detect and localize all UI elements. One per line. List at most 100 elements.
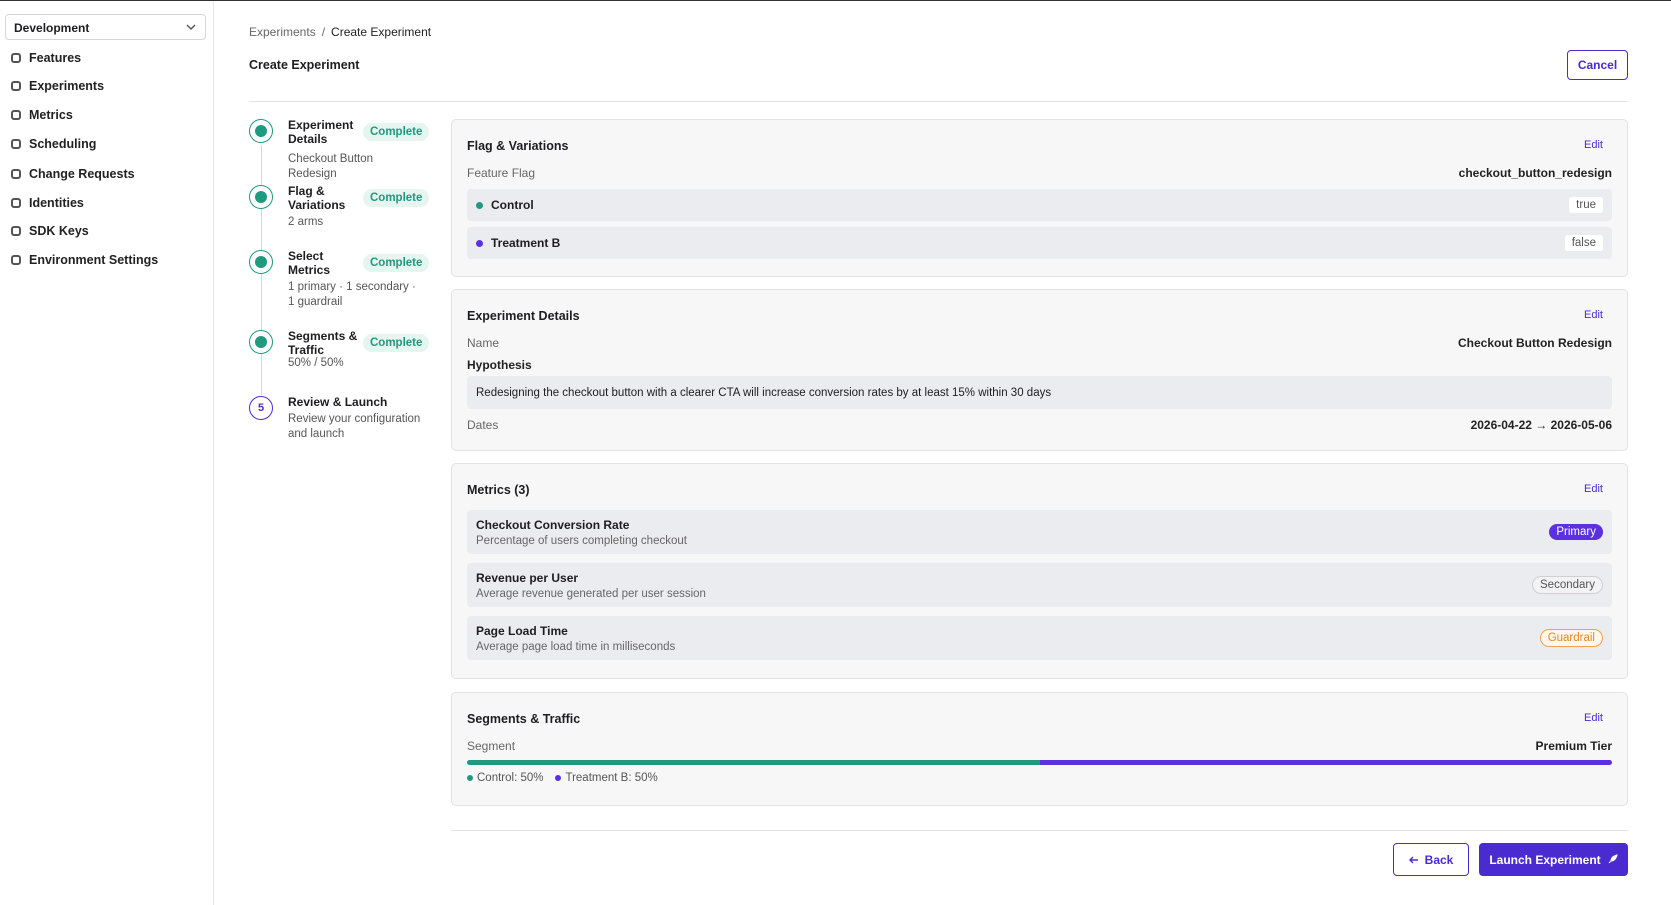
- field-label: Segment: [467, 739, 516, 753]
- back-button[interactable]: Back: [1393, 843, 1469, 876]
- step-circle: 5: [249, 396, 273, 420]
- hypothesis: Redesigning the checkout button with a c…: [476, 386, 1052, 399]
- variation-row: Control true: [467, 189, 1612, 221]
- nav-item[interactable]: Experiments: [11, 79, 104, 93]
- metric-row: Checkout Conversion Rate Percentage of us…: [467, 510, 1612, 554]
- launch-button[interactable]: Launch Experiment: [1479, 843, 1628, 876]
- rocket-icon: [1608, 854, 1618, 864]
- field: Hypothesis: [467, 358, 1612, 372]
- metric-role: Secondary: [1532, 576, 1603, 594]
- step-title: Review & Launch: [288, 395, 388, 409]
- step-status: Complete: [363, 123, 430, 141]
- step-detail: 1 primary · 1 secondary · 1 guardrail: [288, 281, 416, 308]
- edit-link[interactable]: Edit: [1584, 309, 1603, 321]
- nav-label: Experiments: [29, 79, 105, 93]
- nav-label: Identities: [29, 196, 84, 210]
- field-label: Dates: [467, 418, 499, 432]
- traffic-legend: Control: 50% Treatment B: 50%: [467, 772, 1612, 784]
- field-label: Feature Flag: [467, 166, 536, 180]
- breadcrumb: Experiments / Create Experiment: [249, 25, 437, 39]
- variation-dot: [476, 239, 483, 247]
- environment-name: Development: [14, 21, 90, 35]
- check-icon: [255, 191, 267, 203]
- nav-item[interactable]: Change Requests: [11, 167, 135, 181]
- field-value: checkout_button_redesign: [1458, 166, 1612, 180]
- variation-value: false: [1564, 235, 1603, 251]
- legend-dot: [555, 775, 562, 781]
- variation: Control: [476, 198, 534, 212]
- panel-header: Flag & Variations Edit: [467, 139, 1612, 153]
- breadcrumb-separator: /: [321, 25, 326, 39]
- metric-description: Average revenue generated per user sessi…: [476, 587, 706, 600]
- variation-name: Treatment B: [491, 236, 561, 250]
- sidebar: Development Features Experiments Metrics Sc…: [0, 1, 214, 905]
- divider: [451, 830, 1628, 831]
- cancel-button[interactable]: Cancel: [1567, 50, 1628, 80]
- environment-select[interactable]: Development: [5, 14, 206, 40]
- variation: Treatment B: [476, 236, 560, 250]
- field: Name Checkout Button Redesign: [467, 336, 1612, 350]
- metric-name: Page Load Time: [476, 623, 568, 638]
- nav-item[interactable]: Features: [11, 51, 81, 65]
- step-circle: [249, 185, 273, 209]
- nav-label: Environment Settings: [29, 253, 159, 267]
- divider: [249, 101, 1628, 102]
- step-title: Experiment Details: [288, 118, 354, 146]
- button-label: Launch Experiment: [1489, 852, 1601, 867]
- nav-item[interactable]: SDK Keys: [11, 224, 89, 238]
- nav-item[interactable]: Scheduling: [11, 137, 96, 151]
- metric-role: Primary: [1549, 524, 1603, 540]
- nav-icon: [11, 169, 21, 179]
- nav-icon: [11, 198, 21, 208]
- nav-label: Change Requests: [29, 167, 135, 181]
- button-label: Back: [1424, 852, 1454, 867]
- nav-item[interactable]: Identities: [11, 196, 84, 210]
- metric-description: Average page load time in milliseconds: [476, 640, 676, 653]
- edit-link[interactable]: Edit: [1584, 139, 1603, 151]
- metric-role: Guardrail: [1539, 629, 1603, 647]
- nav-item[interactable]: Environment Settings: [11, 253, 158, 267]
- breadcrumb-link[interactable]: Experiments: [249, 25, 316, 39]
- step-status: Complete: [363, 254, 430, 272]
- legend-dot: [467, 775, 473, 781]
- nav-icon: [11, 255, 21, 265]
- panel-title: Flag & Variations: [467, 139, 569, 153]
- check-icon: [255, 125, 267, 137]
- panel-header: Experiment Details Edit: [467, 309, 1612, 323]
- step-detail: 50% / 50%: [288, 357, 344, 369]
- nav-label: SDK Keys: [29, 224, 89, 238]
- metrics-panel: Metrics (3) Edit Checkout Conversion Rate…: [451, 463, 1628, 679]
- panel-title: Experiment Details: [467, 309, 580, 323]
- check-icon: [255, 336, 267, 348]
- step-status: Complete: [363, 189, 430, 207]
- nav-item[interactable]: Metrics: [11, 108, 73, 122]
- edit-link[interactable]: Edit: [1584, 712, 1603, 724]
- step-detail: 2 arms: [288, 216, 324, 228]
- step-circle: [249, 250, 273, 274]
- field: Segment Premium Tier: [467, 739, 1612, 753]
- flag-panel: Flag & Variations Edit Feature Flag checko…: [451, 119, 1628, 277]
- variation-value: true: [1569, 197, 1603, 213]
- top-border: [0, 0, 1671, 1]
- field-label: Name: [467, 336, 500, 350]
- nav-label: Features: [29, 51, 82, 65]
- metric-row: Page Load Time Average page load time in …: [467, 616, 1612, 660]
- panel-header: Metrics (3) Edit: [467, 483, 1612, 497]
- legend-item: Control: 50%: [467, 772, 543, 784]
- step-detail: Review your configuration and launch: [288, 413, 421, 440]
- nav-label: Scheduling: [29, 137, 97, 151]
- metric-text: Checkout Conversion Rate Percentage of us…: [476, 518, 687, 547]
- metric-description: Percentage of users completing checkout: [476, 534, 687, 547]
- variation-dot: [476, 201, 483, 209]
- metric-row: Revenue per User Average revenue generate…: [467, 563, 1612, 607]
- field-label: Hypothesis: [467, 358, 532, 372]
- edit-link[interactable]: Edit: [1584, 483, 1603, 495]
- control-share: [467, 760, 1040, 765]
- legend-text: Treatment B: 50%: [565, 772, 658, 784]
- legend-item: Treatment B: 50%: [555, 772, 658, 784]
- step-title: Segments & Traffic: [288, 329, 358, 357]
- arrow-left: [1408, 856, 1418, 863]
- legend-text: Control: 50%: [477, 772, 544, 784]
